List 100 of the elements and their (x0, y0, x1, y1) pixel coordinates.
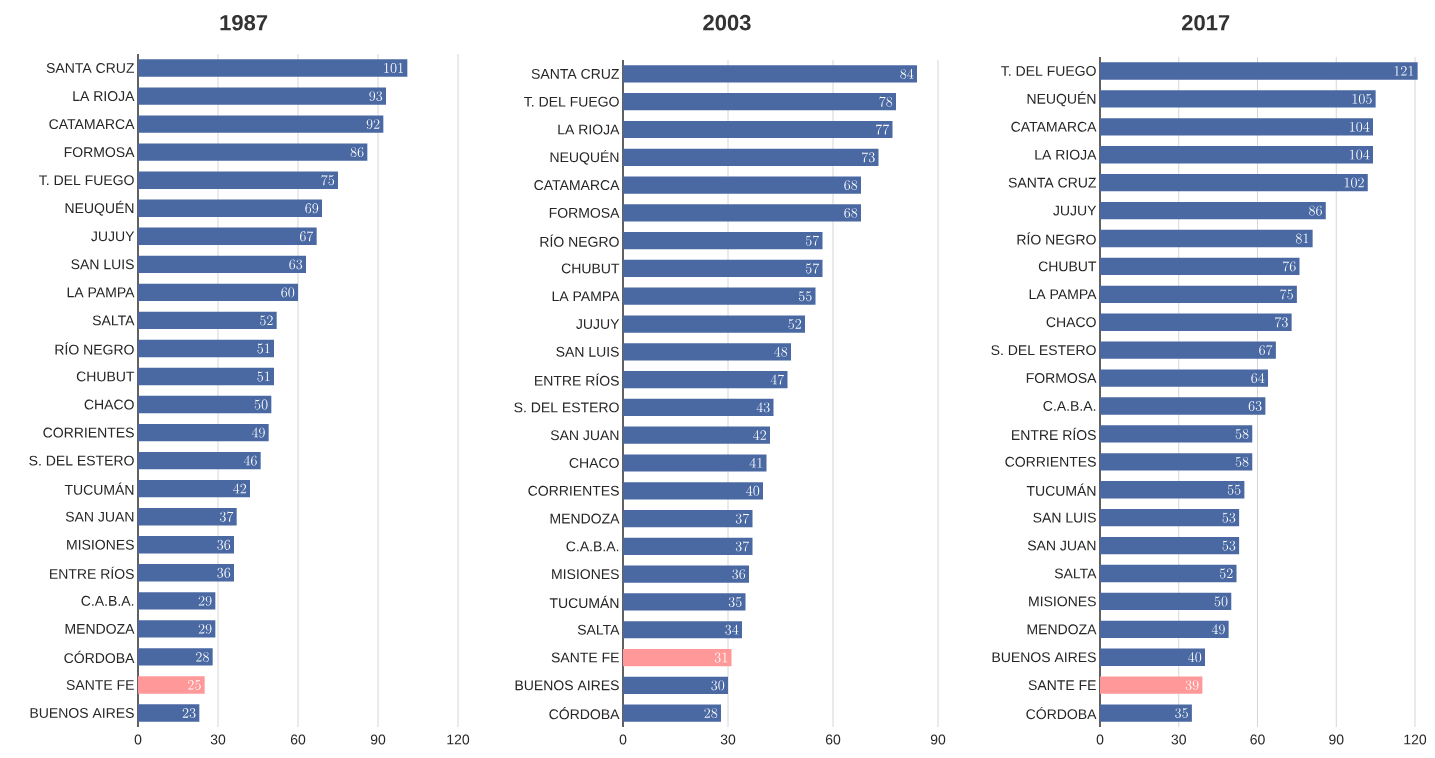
y-tick-label: CHUBUT (76, 371, 135, 382)
bar (623, 537, 753, 555)
y-tick-label: ENTRE RÍOS (535, 373, 619, 386)
y-tick-label: TUCUMÁN (64, 482, 134, 495)
data-label: 29 (198, 595, 212, 606)
bar (1100, 146, 1374, 164)
bar (623, 371, 788, 389)
bar (1100, 425, 1253, 443)
y-tick-label: MISIONES (552, 569, 619, 580)
y-tick-label: LA RIOJA (73, 91, 135, 102)
data-label: 77 (875, 124, 890, 135)
data-label: 68 (844, 180, 858, 191)
data-label: 43 (756, 402, 770, 413)
y-tick-label: SAN LUIS (556, 346, 619, 357)
y-tick-label: MISIONES (67, 539, 134, 550)
y-tick-label: SAN JUAN (550, 430, 619, 441)
data-label: 52 (260, 315, 273, 326)
bar (1100, 564, 1237, 583)
data-label: 57 (805, 263, 820, 274)
x-tick-label: 120 (447, 734, 470, 745)
data-label: 36 (217, 539, 231, 550)
data-label: 34 (725, 624, 739, 635)
bar (1100, 90, 1376, 108)
y-tick-label: BUENOS AIRES (30, 708, 134, 718)
data-label: 31 (714, 652, 728, 663)
bar (623, 232, 823, 250)
data-label: 73 (861, 152, 875, 163)
bar (623, 648, 732, 667)
y-tick-label: CHUBUT (1038, 261, 1097, 272)
bar (1100, 620, 1229, 638)
bar (623, 398, 774, 417)
y-tick-label: FORMOSA (549, 207, 620, 218)
y-tick-label: MENDOZA (65, 623, 135, 634)
data-label: 40 (746, 485, 760, 496)
bar (1100, 313, 1292, 331)
bar (623, 676, 728, 694)
y-tick-label: CATAMARCA (1011, 121, 1097, 132)
data-label: 55 (798, 291, 812, 302)
data-label: 52 (1219, 568, 1233, 579)
y-tick-label: S. DEL ESTERO (514, 402, 619, 413)
x-tick-label: 90 (370, 734, 386, 745)
bar (138, 536, 234, 554)
bar (138, 171, 338, 189)
bar (1100, 257, 1300, 276)
bar (623, 593, 746, 611)
bar (623, 176, 861, 194)
data-label: 37 (735, 513, 750, 524)
bar (623, 343, 792, 361)
bar (623, 93, 896, 111)
data-label: 75 (1280, 289, 1293, 300)
bar (1100, 648, 1206, 666)
y-tick-label: JUJUY (576, 319, 620, 329)
bar (138, 704, 200, 722)
y-tick-label: CATAMARCA (49, 119, 135, 130)
bar (623, 621, 743, 639)
y-tick-label: LA PAMPA (552, 291, 620, 302)
data-label: 121 (1394, 66, 1414, 76)
y-tick-label: RÍO NEGRO (55, 342, 134, 355)
data-label: 78 (879, 96, 893, 107)
chart-title: 2017 (1181, 14, 1230, 31)
data-label: 105 (1352, 93, 1372, 104)
data-label: 86 (350, 147, 364, 158)
data-label: 50 (1214, 596, 1228, 607)
data-label: 81 (1295, 233, 1309, 244)
data-label: 50 (254, 399, 268, 410)
y-tick-label: SANTE FE (1028, 680, 1096, 691)
data-label: 102 (1344, 177, 1364, 188)
y-tick-label: SAN JUAN (65, 511, 134, 522)
data-label: 51 (257, 371, 270, 382)
y-tick-label: CÓRDOBA (64, 650, 135, 664)
bar (1100, 704, 1192, 722)
y-tick-label: CHACO (569, 458, 619, 468)
bar (1100, 676, 1203, 694)
bar (138, 199, 322, 217)
y-tick-label: JUJUY (91, 231, 135, 242)
y-tick-label: SANTA CRUZ (46, 63, 135, 73)
bar (138, 311, 277, 330)
data-label: 35 (728, 597, 742, 607)
y-tick-label: CORRIENTES (43, 427, 134, 438)
bar (1100, 341, 1276, 359)
y-tick-label: SAN LUIS (1033, 512, 1096, 523)
bar (138, 143, 368, 161)
y-tick-label: CATAMARCA (534, 180, 620, 191)
data-label: 41 (749, 457, 763, 468)
data-label: 28 (196, 651, 209, 662)
y-tick-label: SANTE FE (551, 652, 619, 663)
data-label: 73 (1275, 317, 1288, 328)
y-tick-label: RÍO NEGRO (1017, 232, 1096, 245)
data-label: 58 (1235, 456, 1249, 467)
data-label: 75 (321, 175, 335, 186)
bar (138, 564, 234, 582)
data-label: 64 (1251, 372, 1265, 383)
x-tick-label: 60 (290, 734, 306, 745)
data-label: 68 (844, 207, 858, 218)
data-label: 69 (305, 203, 319, 214)
bar (1100, 173, 1368, 192)
bar (138, 592, 216, 610)
y-tick-label: T. DEL FUEGO (524, 96, 619, 107)
y-tick-label: NEUQUÉN (550, 149, 619, 165)
data-label: 58 (1235, 428, 1249, 439)
